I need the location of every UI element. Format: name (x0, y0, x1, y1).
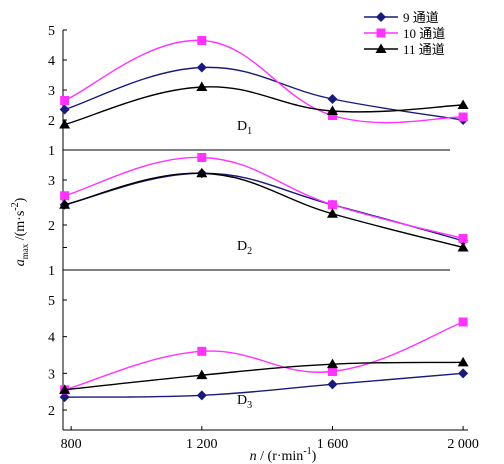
data-point (197, 346, 207, 356)
series-line-1 (64, 172, 464, 242)
data-point (327, 379, 338, 390)
data-point (327, 200, 337, 210)
series-line-3 (64, 172, 464, 249)
y-tick-label: 2 (48, 219, 55, 234)
data-point (196, 390, 207, 401)
y-axis-label-sup: -2 (10, 202, 21, 210)
y-tick-label: 1 (48, 264, 55, 279)
series-line-3 (64, 361, 464, 391)
y-tick-label: 1 (48, 144, 55, 159)
x-axis: 800 1 200 1 600 2 000 n / (r·min-1) (61, 426, 479, 464)
legend-marker (375, 43, 387, 53)
panel-label: D3 (237, 393, 252, 411)
y-tick-label: 2 (48, 404, 55, 419)
data-point (457, 356, 469, 367)
y-axis-label-sub: max (20, 243, 30, 259)
y-axis-label-var: a (13, 259, 28, 266)
data-point (458, 112, 468, 122)
x-tick-label: 2 000 (447, 437, 479, 452)
panel-label-main: D (237, 393, 247, 408)
legend-item-2: 10 通道 (364, 26, 445, 41)
y-tick-label: 3 (48, 367, 55, 382)
y-tick-label: 5 (48, 24, 55, 39)
x-axis-label-close: ) (312, 449, 317, 464)
y-tick-label: 3 (48, 84, 55, 99)
series-line-1 (64, 372, 464, 398)
data-point (59, 384, 71, 394)
legend-marker (376, 28, 386, 38)
x-tick-label: 1 200 (186, 437, 218, 452)
data-point (196, 167, 208, 178)
panel-label: D2 (237, 239, 252, 257)
series-line-2 (64, 156, 464, 240)
series-line-2 (64, 39, 464, 124)
data-point (458, 368, 469, 379)
data-point (327, 367, 337, 376)
y-tick-label: 4 (48, 54, 55, 69)
data-point (197, 36, 207, 45)
x-axis-label-var: n (250, 449, 257, 464)
panel-label-sub: 3 (247, 400, 252, 411)
y-tick-label: 4 (48, 331, 55, 346)
y-tick-label: 3 (48, 174, 55, 189)
data-point (457, 242, 469, 252)
data-point (59, 119, 71, 129)
data-point (60, 191, 70, 201)
y-axis-label: amax /(m·s-2) (10, 197, 30, 266)
x-tick-label: 1 600 (317, 437, 349, 452)
legend-label: 11 通道 (403, 42, 445, 57)
panel-label-sub: 1 (247, 126, 252, 137)
data-point (327, 111, 337, 120)
legend-item-1: 9 通道 (364, 10, 439, 25)
data-point (457, 99, 469, 109)
series-line-2 (64, 321, 464, 391)
data-point (196, 62, 207, 73)
x-axis-label-sup: -1 (303, 446, 311, 457)
data-point (326, 358, 338, 369)
legend-marker (376, 12, 386, 22)
data-point (326, 208, 338, 218)
data-point (59, 392, 70, 403)
series-line-1 (64, 66, 464, 121)
data-point (60, 96, 70, 105)
data-point (59, 199, 71, 209)
legend-label: 9 通道 (403, 10, 439, 25)
data-point (458, 234, 468, 243)
data-point (458, 317, 468, 327)
panel-label: D1 (237, 119, 252, 137)
y-axis-label-text: amax /(m·s-2) (10, 197, 30, 266)
data-point (196, 81, 208, 91)
panel-label-main: D (237, 119, 247, 134)
x-axis-label: n / (r·min-1) (250, 446, 317, 464)
x-tick-label: 800 (61, 437, 82, 452)
y-axis-label-close: ) (13, 197, 28, 202)
y-axis-label-unit: /(m·s (13, 211, 28, 244)
data-point (327, 94, 338, 104)
data-point (196, 369, 208, 380)
legend-item-3: 11 通道 (364, 42, 445, 57)
x-axis-label-unit: / (r·min (257, 449, 304, 464)
y-tick-label: 5 (48, 294, 55, 309)
panel-label-main: D (237, 239, 247, 254)
data-point (326, 105, 338, 115)
data-point (197, 153, 207, 162)
data-point (59, 104, 70, 115)
y-tick-label: 2 (48, 114, 55, 129)
panel-label-sub: 2 (247, 246, 252, 257)
series-line-3 (64, 86, 464, 126)
legend-label: 10 通道 (403, 26, 445, 41)
